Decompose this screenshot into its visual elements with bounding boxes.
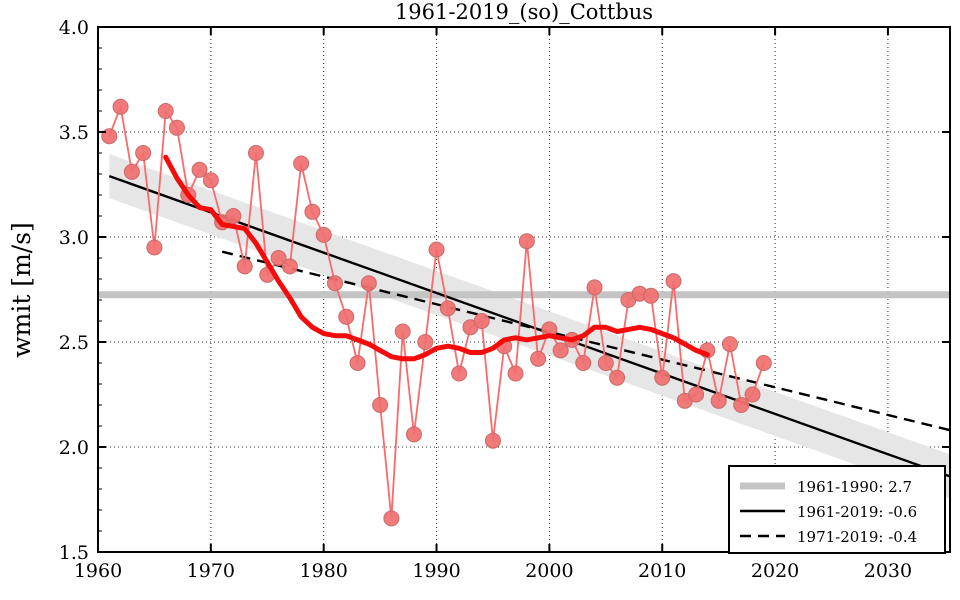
data-point-marker (575, 355, 592, 371)
data-point-marker (439, 300, 456, 317)
data-point-marker (755, 355, 772, 371)
x-tick-label: 1980 (300, 560, 348, 582)
data-point-marker (360, 275, 377, 292)
data-point-marker (710, 392, 727, 409)
x-tick-label: 1990 (412, 560, 460, 582)
x-tick-label: 1960 (74, 560, 122, 582)
plot-background (98, 27, 950, 552)
x-tick-label: 2030 (864, 560, 912, 582)
x-tick-label: 1970 (187, 560, 235, 582)
data-point-marker (394, 323, 411, 340)
data-point-marker (304, 203, 321, 220)
data-point-marker (112, 98, 129, 115)
data-point-marker (168, 119, 185, 136)
data-point-marker (315, 226, 332, 243)
legend-label: 1961-2019: -0.6 (797, 503, 917, 521)
data-point-marker (202, 172, 219, 189)
x-tick-label: 2010 (638, 560, 686, 582)
axes-frame (97, 26, 951, 553)
data-point-marker (733, 397, 750, 413)
y-tick-label: 4.0 (59, 17, 89, 39)
data-point-marker (157, 103, 174, 119)
data-point-marker (642, 287, 659, 304)
data-point-marker (484, 432, 501, 449)
y-tick-label: 2.5 (59, 332, 89, 354)
data-point-marker (688, 386, 705, 403)
data-point-marker (428, 241, 445, 258)
data-point-marker (236, 258, 253, 275)
y-axis-label: wmit [m/s] (7, 222, 36, 358)
data-point-marker (372, 397, 389, 413)
chart-legend: 1961-1990: 2.7 1961-2019: -0.6 1971-2019: … (728, 465, 946, 554)
data-point-marker (609, 369, 626, 386)
data-point-marker (665, 273, 682, 290)
data-point-marker (451, 365, 468, 382)
data-point-marker (530, 350, 547, 367)
data-point-marker (281, 258, 298, 275)
data-point-marker (326, 275, 343, 292)
y-tick-label: 3.5 (59, 122, 89, 144)
data-point-marker (518, 233, 535, 250)
data-point-marker (146, 239, 163, 256)
data-point-marker (101, 128, 118, 145)
data-point-marker (507, 365, 524, 382)
data-point-marker (270, 250, 287, 266)
data-point-marker (417, 334, 434, 350)
data-point-marker (586, 279, 603, 296)
data-point-marker (191, 161, 208, 178)
data-point-marker (123, 163, 140, 180)
data-point-marker (247, 145, 264, 161)
data-point-marker (225, 208, 242, 224)
data-point-marker (597, 355, 614, 371)
data-point-marker (338, 308, 355, 325)
x-tick-label: 2000 (525, 560, 573, 582)
data-point-marker (405, 426, 422, 443)
chart-title: 1961-2019_(so)_Cottbus (395, 0, 653, 24)
x-tick-label: 2020 (751, 560, 799, 582)
legend-box (728, 465, 946, 554)
data-series (101, 98, 772, 527)
data-point-marker (293, 155, 310, 172)
y-tick-label: 3.0 (59, 227, 89, 249)
data-point-marker (349, 355, 366, 371)
data-point-marker (721, 336, 738, 353)
data-point-marker (744, 386, 761, 403)
axis-ticks: 1.5 2.0 2.5 3.0 3.5 4.0 1960 1970 1980 1990 2000 20… (59, 17, 950, 582)
data-point-marker (654, 369, 671, 386)
smoothed-running-mean-line (163, 154, 710, 362)
legend-label: 1971-2019: -0.4 (797, 528, 917, 546)
legend-label: 1961-1990: 2.7 (797, 478, 912, 496)
y-tick-label: 1.5 (59, 542, 89, 564)
y-tick-label: 2.0 (59, 437, 89, 459)
data-point-marker (383, 510, 400, 527)
data-point-marker (135, 145, 152, 161)
data-point-marker (473, 313, 490, 329)
data-point-marker (552, 342, 569, 359)
